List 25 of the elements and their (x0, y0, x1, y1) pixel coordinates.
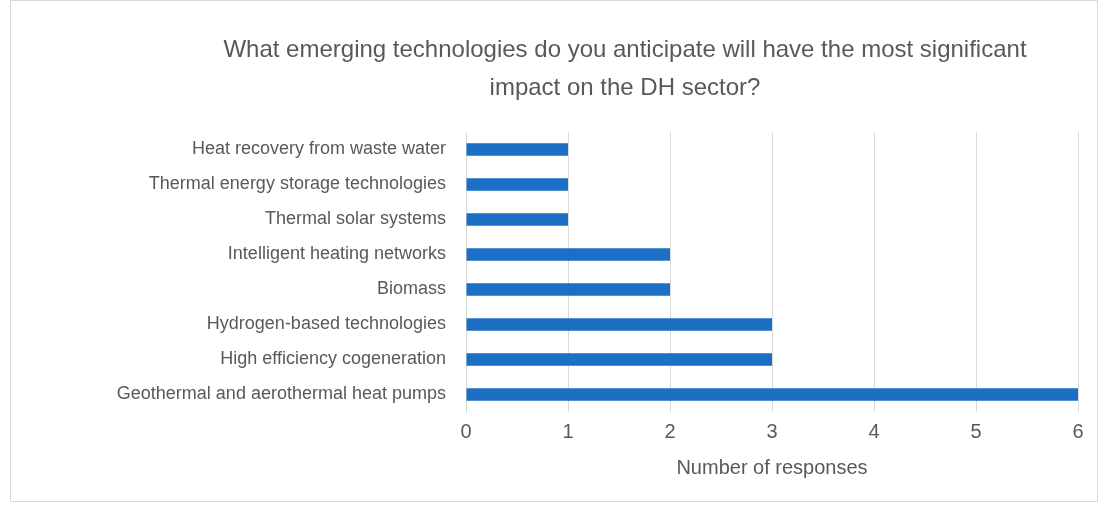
bar (466, 318, 772, 331)
x-tick-label: 0 (460, 419, 472, 442)
chart-title: What emerging technologies do you anticipate will have the most significant impact on the DH sector? (222, 34, 1028, 102)
x-tick-label: 3 (766, 419, 778, 442)
bar (466, 283, 670, 296)
bar (466, 353, 772, 366)
y-tick-label: Hydrogen-based technologies (206, 313, 446, 334)
x-tick-label: 4 (868, 419, 880, 442)
y-tick-label: Biomass (376, 278, 446, 299)
y-tick-label: Thermal energy storage technologies (148, 173, 446, 194)
bar (466, 143, 568, 156)
x-axis-title: Number of responses (676, 455, 868, 478)
y-tick-label: Geothermal and aerothermal heat pumps (116, 383, 446, 404)
x-tick-label: 6 (1072, 419, 1084, 442)
bar (466, 388, 1078, 401)
y-tick-label: High efficiency cogeneration (220, 348, 446, 369)
x-tick-label: 5 (970, 419, 982, 442)
bar (466, 178, 568, 191)
x-tick-label: 1 (562, 419, 574, 442)
bar (466, 213, 568, 226)
y-tick-label: Intelligent heating networks (227, 243, 446, 264)
y-tick-label: Thermal solar systems (264, 208, 446, 229)
x-tick-label: 2 (664, 419, 676, 442)
bar (466, 248, 670, 261)
y-tick-label: Heat recovery from waste water (191, 138, 446, 159)
